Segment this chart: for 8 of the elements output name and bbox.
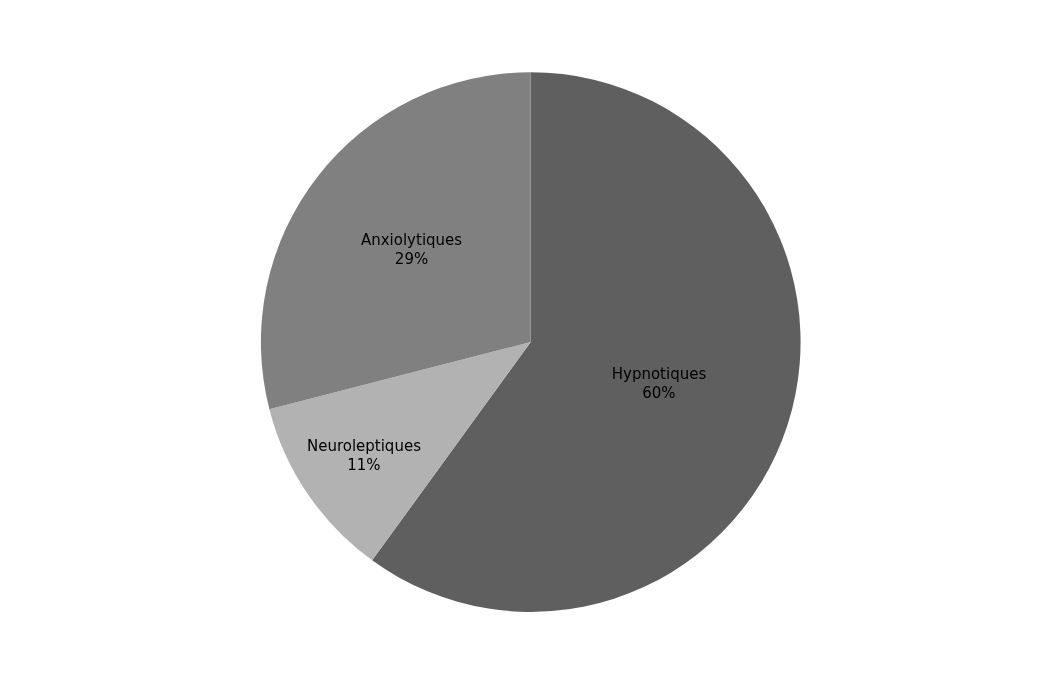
data-label: 29% bbox=[394, 250, 429, 269]
pie-slice bbox=[269, 342, 531, 561]
data-label: 11% bbox=[347, 456, 381, 475]
slice-label: Anxiolytiques bbox=[360, 230, 463, 249]
pie-slice bbox=[260, 72, 531, 410]
data-label: 60% bbox=[642, 384, 676, 403]
slice-label: Neuroleptiques bbox=[306, 436, 422, 455]
slice-label: Hypnotiques bbox=[611, 364, 707, 383]
